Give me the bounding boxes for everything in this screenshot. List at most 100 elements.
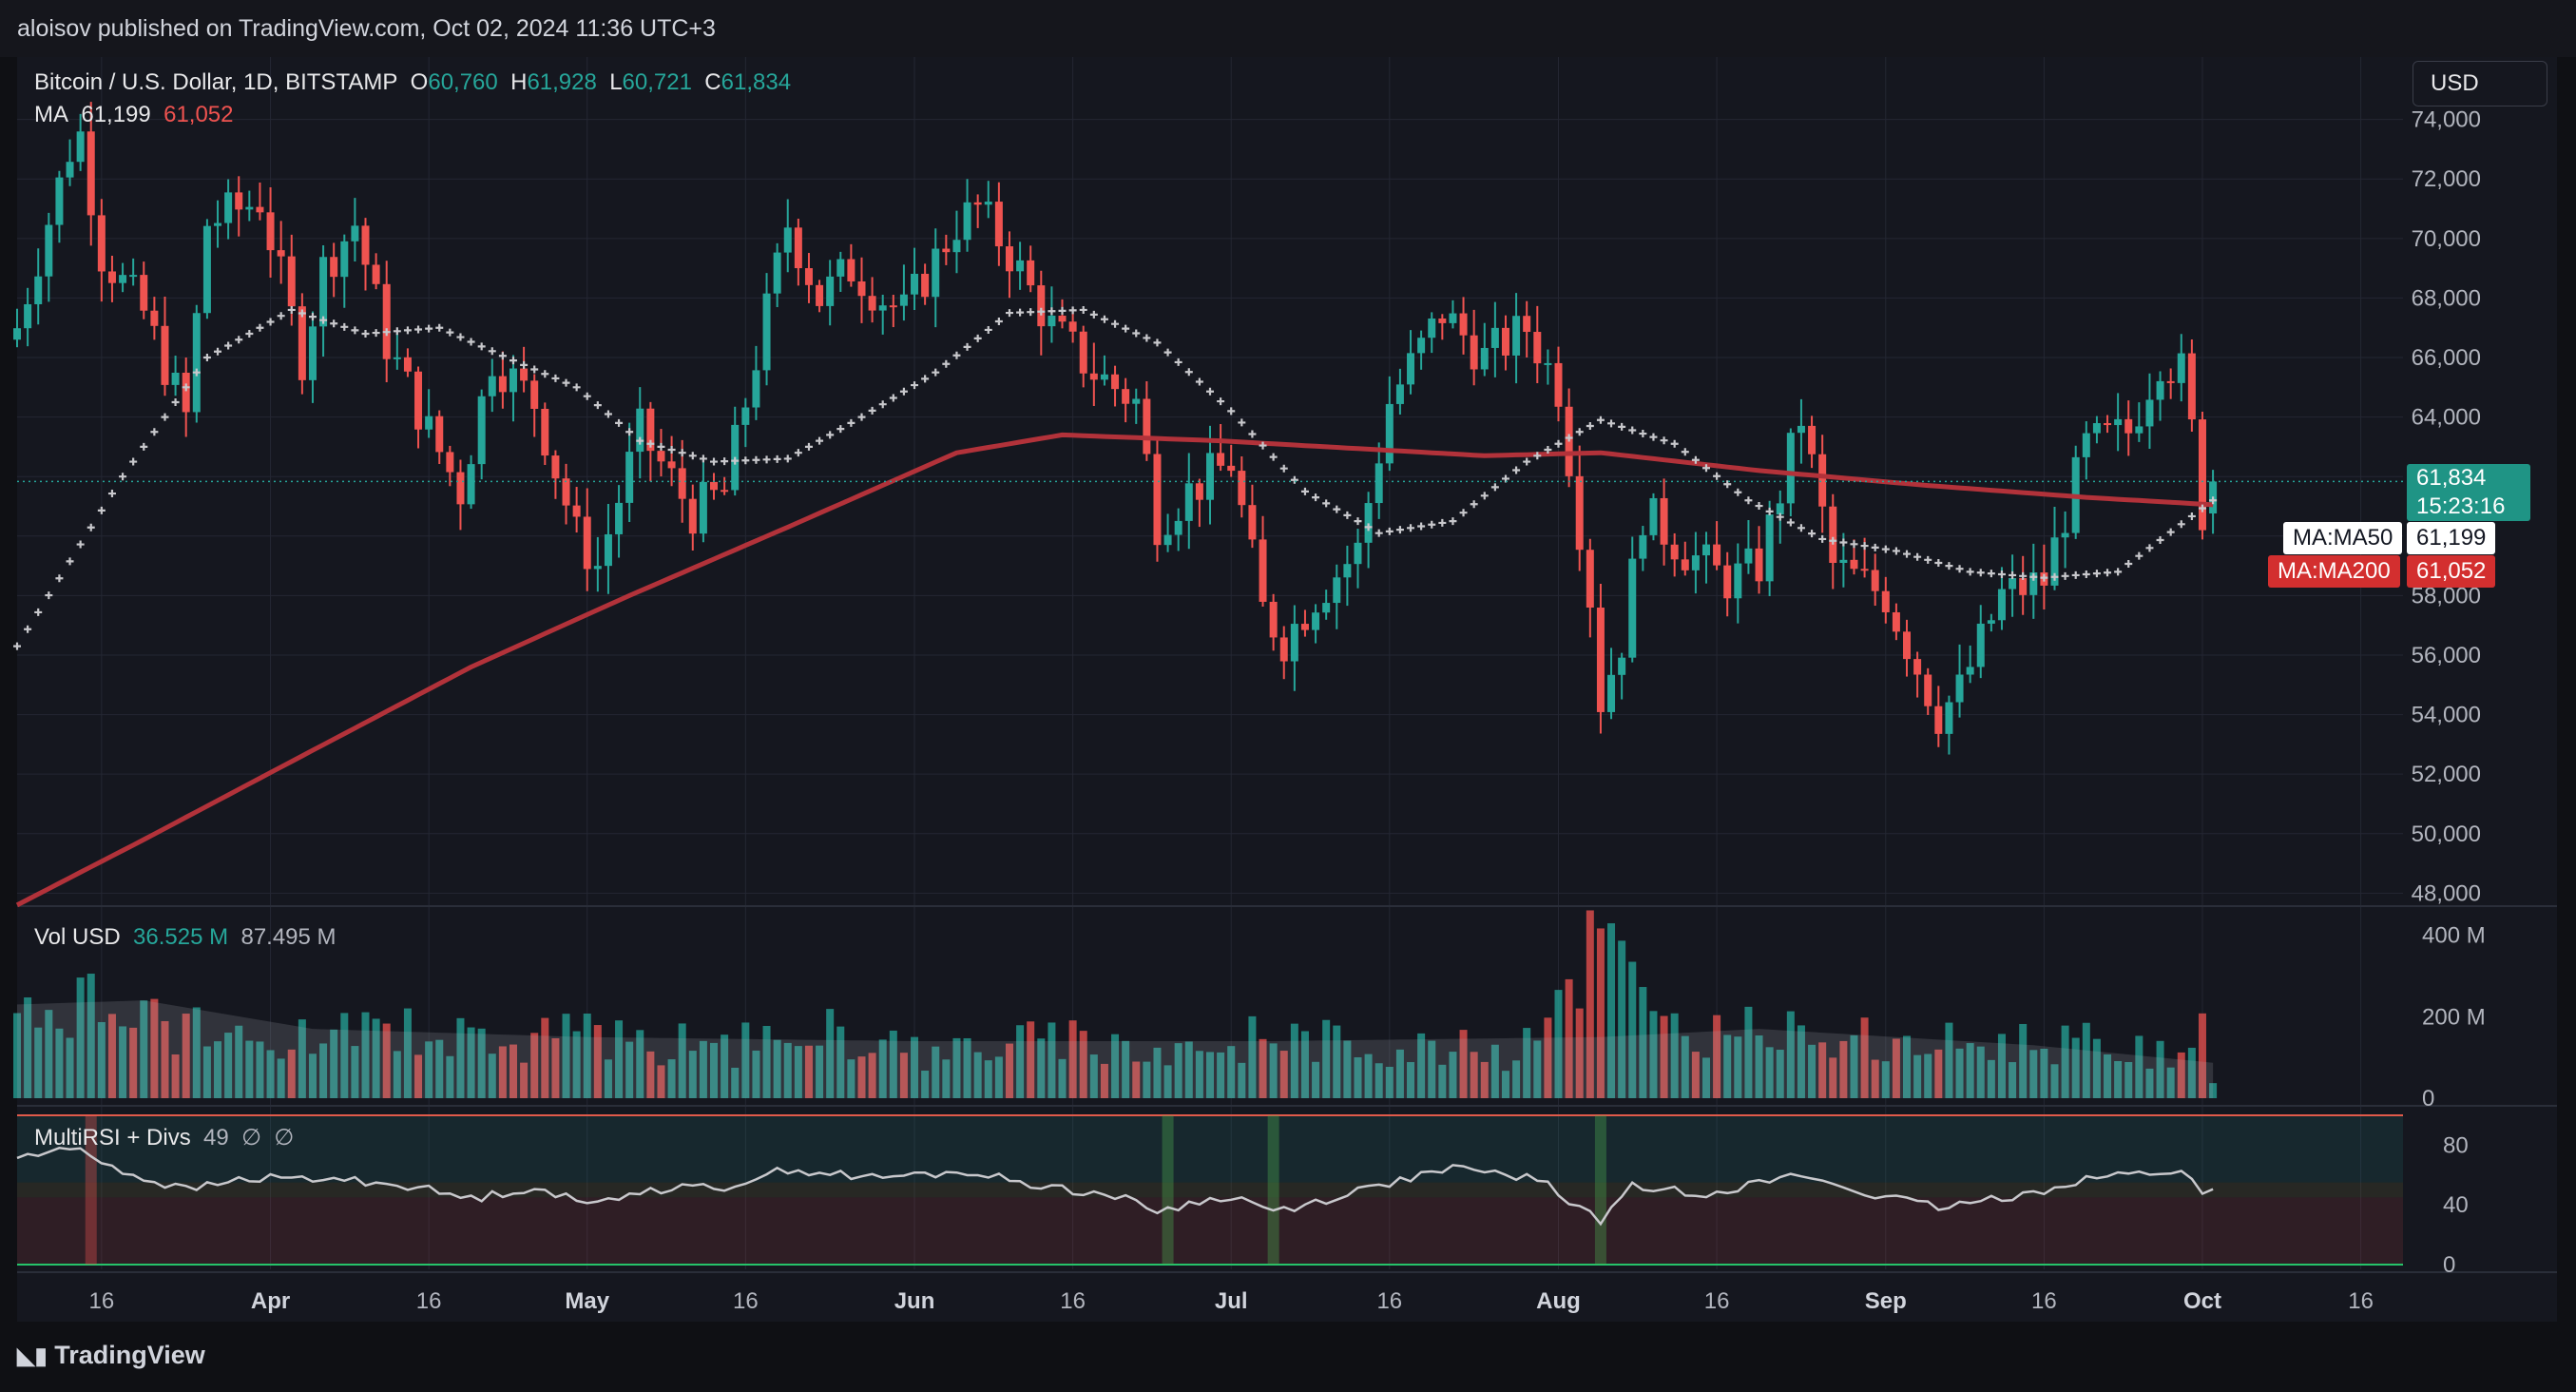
volume-bar [1354,1056,1362,1098]
ma50-cross [1163,348,1172,357]
candle-body [1068,321,1077,332]
candle-body [1808,425,1817,454]
volume-bar [55,1028,64,1098]
volume-bar [107,1014,116,1098]
volume-bar [1924,1054,1932,1098]
legend-symbol[interactable]: Bitcoin / U.S. Dollar, 1D, BITSTAMP [34,69,398,95]
candle-body [794,227,802,269]
volume-bar [1997,1034,2006,1098]
volume-bar [1480,1061,1489,1098]
ma50-cross [150,428,159,436]
volume-bar [2124,1061,2133,1098]
ma50-cross [657,442,665,451]
volume-bars [13,910,2218,1098]
volume-bar [911,1036,919,1098]
volume-bar [119,1026,127,1098]
candle-body [2187,353,2196,420]
ma50-cross [140,442,148,451]
volume-bar [878,1039,887,1098]
ma50-cross [868,406,876,415]
time-tick-label: May [565,1288,609,1314]
candle-body [889,305,897,308]
volume-bar [1206,1052,1214,1098]
candle-body [361,225,370,265]
volume-bar [319,1043,328,1098]
ma50-cross [245,329,254,338]
volume-bar [1628,961,1637,1098]
ma50-cross [1966,568,1974,576]
time-tick-label: Jul [1215,1288,1248,1314]
candle-body [1385,403,1394,464]
volume-bar [129,1027,138,1098]
volume-ma-area [17,1000,2214,1098]
ma50-cross [562,378,570,387]
ma50-cross [1765,507,1774,515]
ma50-value-tag: 61,199 [2407,522,2496,554]
legend-ohlc-row: Bitcoin / U.S. Dollar, 1D, BITSTAMP O60,… [34,67,791,99]
candles-group [13,102,2218,755]
volume-bar [1607,923,1616,1098]
ma50-cross [1068,306,1077,315]
candle-body [1027,260,1035,286]
candle-body [319,257,328,327]
ma50-cross [119,473,127,481]
rsi-divergence-highlight [1594,1115,1606,1265]
volume-bar [1068,1020,1077,1098]
volume-bar [1966,1043,1974,1098]
chart-legend: Bitcoin / U.S. Dollar, 1D, BITSTAMP O60,… [34,67,791,131]
candle-body [2050,537,2059,586]
volume-bar [1871,1059,1879,1098]
volume-bar [2071,1037,2080,1098]
ma50-cross [1997,570,2006,579]
candle-body [1217,453,1225,466]
volume-bar [1976,1046,1985,1098]
volume-bar [1586,910,1594,1098]
volume-label[interactable]: Vol USD [34,924,121,950]
candle-body [878,305,887,311]
volume-bar [1037,1038,1046,1098]
ma50-cross [498,352,507,360]
ma50-cross [1596,416,1605,424]
ma50-cross [1206,387,1214,396]
volume-bar [97,1021,106,1098]
volume-bar [1438,1064,1447,1098]
ma50-cross [256,323,264,332]
candle-body [2029,572,2038,595]
volume-bar [414,1054,423,1098]
candle-body [942,248,951,253]
legend-ma-row: MA 61,199 61,052 [34,99,791,131]
volume-bar [1058,1058,1067,1098]
ma50-cross [1839,538,1848,547]
volume-bar [1143,1061,1151,1098]
ma50-cross [308,313,317,321]
candle-body [192,313,201,413]
volume-bar [87,974,95,1098]
ma50-cross [1533,452,1542,460]
volume-bar [2082,1022,2090,1098]
legend-ma-label[interactable]: MA [34,102,68,127]
candle-body [636,408,644,453]
candle-body [330,257,338,278]
volume-bar [235,1025,243,1098]
volume-bar [1470,1052,1478,1098]
candle-body [87,131,95,216]
ma50-cross [1734,488,1742,496]
candle-body [488,376,496,396]
ma50-cross [1248,430,1257,438]
ma50-cross [1892,547,1900,555]
ma50-cross [2124,560,2133,569]
volume-bar [1913,1054,1922,1098]
chart-area[interactable] [17,57,2557,1322]
candle-body [467,464,475,505]
currency-button[interactable]: USD [2413,61,2547,106]
rsi-label[interactable]: MultiRSI + Divs [34,1125,191,1150]
ma50-cross [1976,569,1985,577]
tradingview-logo[interactable]: ◣▮ TradingView [17,1341,205,1370]
volume-bar [625,1041,634,1098]
volume-bar [66,1037,74,1098]
volume-bar [1808,1044,1817,1098]
volume-bar [1755,1035,1763,1098]
ma50-cross [1776,512,1784,521]
candle-body [1734,563,1742,599]
